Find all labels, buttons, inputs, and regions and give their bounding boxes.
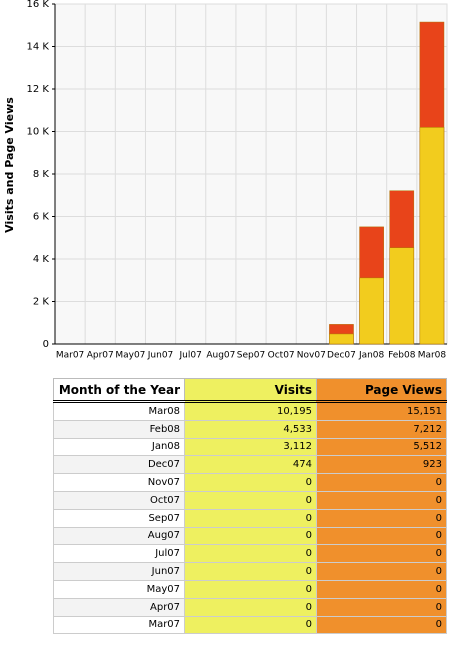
table-cell: Jul07 [52, 544, 186, 564]
table-cell: Apr07 [52, 597, 186, 617]
table-cell: 0 [315, 597, 448, 617]
table-cell: May07 [52, 579, 186, 599]
x-tick-label: Oct07 [268, 351, 295, 361]
y-tick-label: 10 K [27, 127, 50, 138]
x-tick-label: Feb08 [388, 351, 416, 361]
table-cell: 3,112 [184, 437, 317, 457]
table-row: Oct07 0 0 [52, 490, 448, 510]
table-cell: Nov07 [52, 473, 186, 492]
table-cell: 7,212 [315, 419, 448, 439]
table-cell: 923 [315, 455, 448, 475]
x-tick-label: Aug07 [206, 351, 235, 361]
table-cell: 0 [315, 473, 448, 492]
x-tick-label: May07 [115, 351, 145, 361]
x-tick-label: Apr07 [87, 351, 114, 361]
bar [389, 247, 415, 345]
table-cell: 0 [184, 579, 317, 599]
table-cell: 15,151 [315, 401, 448, 421]
table-cell: Feb08 [52, 419, 186, 439]
y-tick-label: 8 K [33, 169, 50, 180]
column-header: Month of the Year [52, 378, 186, 403]
table-cell: Jun07 [52, 562, 186, 581]
data-table: Month of the Year Visits Page Views Mar08 1… [52, 378, 448, 635]
y-tick-label: 2 K [33, 297, 50, 308]
table-row: Jul07 0 0 [52, 544, 448, 564]
table-cell: 0 [315, 490, 448, 510]
table-cell: 0 [184, 473, 317, 492]
table-cell: 0 [315, 526, 448, 546]
table-cell: 5,512 [315, 437, 448, 457]
bar [419, 127, 445, 345]
table-row: Aug07 0 0 [52, 526, 448, 546]
table-row: Dec07 474 923 [52, 455, 448, 475]
table-row: Sep07 0 0 [52, 508, 448, 528]
table-cell: Aug07 [52, 526, 186, 546]
x-tick-label: Mar07 [56, 351, 84, 361]
y-tick-label: 12 K [27, 84, 50, 95]
table-cell: Sep07 [52, 508, 186, 528]
table-row: May07 0 0 [52, 579, 448, 599]
table-cell: 0 [184, 526, 317, 546]
bar [329, 333, 354, 345]
table-row: Mar08 10,195 15,151 [52, 401, 448, 421]
table-cell: 0 [315, 615, 448, 635]
header-row: Month of the Year Visits Page Views [52, 378, 448, 403]
y-axis-label: Visits and Page Views [3, 97, 16, 233]
table-row: Jun07 0 0 [52, 562, 448, 581]
table-cell: Mar08 [52, 401, 186, 421]
y-tick-label: 6 K [33, 212, 50, 223]
y-tick-label: 14 K [27, 42, 50, 53]
table-cell: Oct07 [52, 490, 186, 510]
table-row: Mar07 0 0 [52, 615, 448, 635]
table-cell: 0 [315, 579, 448, 599]
y-tick-label: 0 [43, 339, 49, 350]
bar [359, 277, 384, 345]
table-cell: 0 [184, 508, 317, 528]
x-tick-label: Nov07 [297, 351, 326, 361]
table-cell: 10,195 [184, 401, 317, 421]
table-cell: Dec07 [52, 455, 186, 475]
table-cell: Jan08 [52, 437, 186, 457]
y-tick-label: 16 K [27, 0, 50, 10]
x-tick-label: Jan08 [358, 351, 385, 361]
table-cell: 0 [315, 544, 448, 564]
table-cell: 0 [315, 508, 448, 528]
chart: Visits and Page Views 0 2 K 4 K 6 K 8 K 10 K 1… [3, 0, 448, 361]
x-tick-label: Jun07 [147, 351, 174, 361]
table-cell: Mar07 [52, 615, 186, 635]
table-cell: 0 [184, 544, 317, 564]
table-row: Feb08 4,533 7,212 [52, 419, 448, 439]
table-row: Apr07 0 0 [52, 597, 448, 617]
table-cell: 474 [184, 455, 317, 475]
table-cell: 0 [184, 615, 317, 635]
column-header: Visits [184, 378, 317, 403]
x-tick-label: Dec07 [327, 351, 356, 361]
column-header: Page Views [315, 378, 448, 403]
x-tick-label: Mar08 [418, 351, 447, 361]
x-tick-label: Sep07 [237, 351, 265, 361]
table-row: Nov07 0 0 [52, 473, 448, 492]
table-row: Jan08 3,112 5,512 [52, 437, 448, 457]
y-tick-label: 4 K [33, 254, 50, 265]
table-cell: 4,533 [184, 419, 317, 439]
x-tick-label: Jul07 [179, 351, 202, 361]
table-cell: 0 [315, 562, 448, 581]
table-cell: 0 [184, 597, 317, 617]
table-cell: 0 [184, 562, 317, 581]
table-cell: 0 [184, 490, 317, 510]
